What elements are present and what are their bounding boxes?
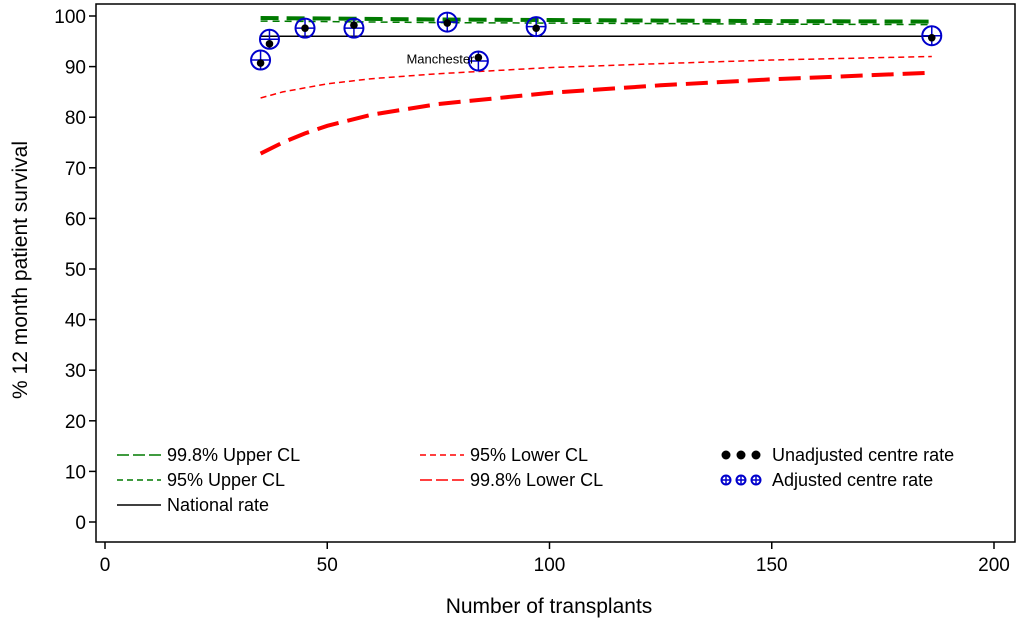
plot-frame bbox=[95, 3, 1016, 543]
x-axis-title: Number of transplants bbox=[446, 595, 653, 618]
adjusted-centre-point bbox=[750, 474, 762, 486]
x-tick-label: 50 bbox=[317, 555, 338, 576]
legend-label: 95% Lower CL bbox=[470, 445, 588, 465]
points-layer bbox=[250, 11, 943, 72]
unadjusted-centre-point bbox=[350, 21, 358, 29]
legend-unadjusted-dot bbox=[721, 450, 731, 460]
series-line-95-upper-cl bbox=[260, 20, 932, 26]
unadjusted-centre-point bbox=[474, 53, 483, 62]
series-line-99-8-lower-cl bbox=[259, 70, 932, 156]
y-tick-label: 30 bbox=[65, 361, 86, 382]
unadjusted-centre-point bbox=[532, 24, 540, 32]
y-tick-label: 60 bbox=[65, 209, 86, 230]
y-tick-label: 70 bbox=[65, 159, 86, 180]
unadjusted-centre-point bbox=[256, 59, 265, 67]
legend-unadjusted-dot bbox=[751, 450, 761, 460]
legend-label: Adjusted centre rate bbox=[772, 470, 933, 490]
y-tick-label: 40 bbox=[65, 311, 86, 332]
y-tick-label: 10 bbox=[65, 462, 86, 483]
legend-unadjusted-dot bbox=[736, 450, 746, 460]
legend-label: National rate bbox=[167, 495, 269, 515]
series-layer bbox=[259, 16, 932, 156]
y-axis-title: % 12 month patient survival bbox=[9, 141, 32, 399]
unadjusted-centre-point bbox=[927, 33, 936, 42]
y-tick-label: 50 bbox=[65, 260, 86, 281]
x-tick-label: 150 bbox=[756, 555, 788, 576]
unadjusted-centre-point bbox=[443, 19, 452, 27]
y-tick-label: 20 bbox=[65, 412, 86, 433]
legend-label: Unadjusted centre rate bbox=[772, 445, 954, 465]
annotation-manchester: Manchester bbox=[406, 52, 475, 67]
y-tick-label: 100 bbox=[54, 7, 86, 28]
axes: 0 50 100 150 200 0 10 20 30 40 50 60 70 80 90 100 bbox=[54, 7, 1010, 576]
x-tick-label: 200 bbox=[978, 555, 1010, 576]
unadjusted-centre-point bbox=[301, 24, 309, 32]
x-tick-label: 100 bbox=[534, 555, 566, 576]
adjusted-centre-point bbox=[720, 474, 732, 486]
series-line-99-8-upper-cl bbox=[260, 16, 932, 24]
y-tick-label: 0 bbox=[75, 513, 86, 534]
unadjusted-centre-point bbox=[265, 40, 274, 48]
y-tick-label: 80 bbox=[65, 108, 86, 129]
legend: 99.8% Upper CL 95% Upper CL National rate 9… bbox=[117, 445, 954, 515]
annotation-layer: Manchester bbox=[406, 52, 475, 67]
legend-label: 99.8% Lower CL bbox=[470, 470, 603, 490]
legend-label: 95% Upper CL bbox=[167, 470, 285, 490]
y-tick-label: 90 bbox=[65, 58, 86, 79]
adjusted-centre-point bbox=[735, 474, 747, 486]
x-tick-label: 0 bbox=[100, 555, 111, 576]
legend-label: 99.8% Upper CL bbox=[167, 445, 300, 465]
